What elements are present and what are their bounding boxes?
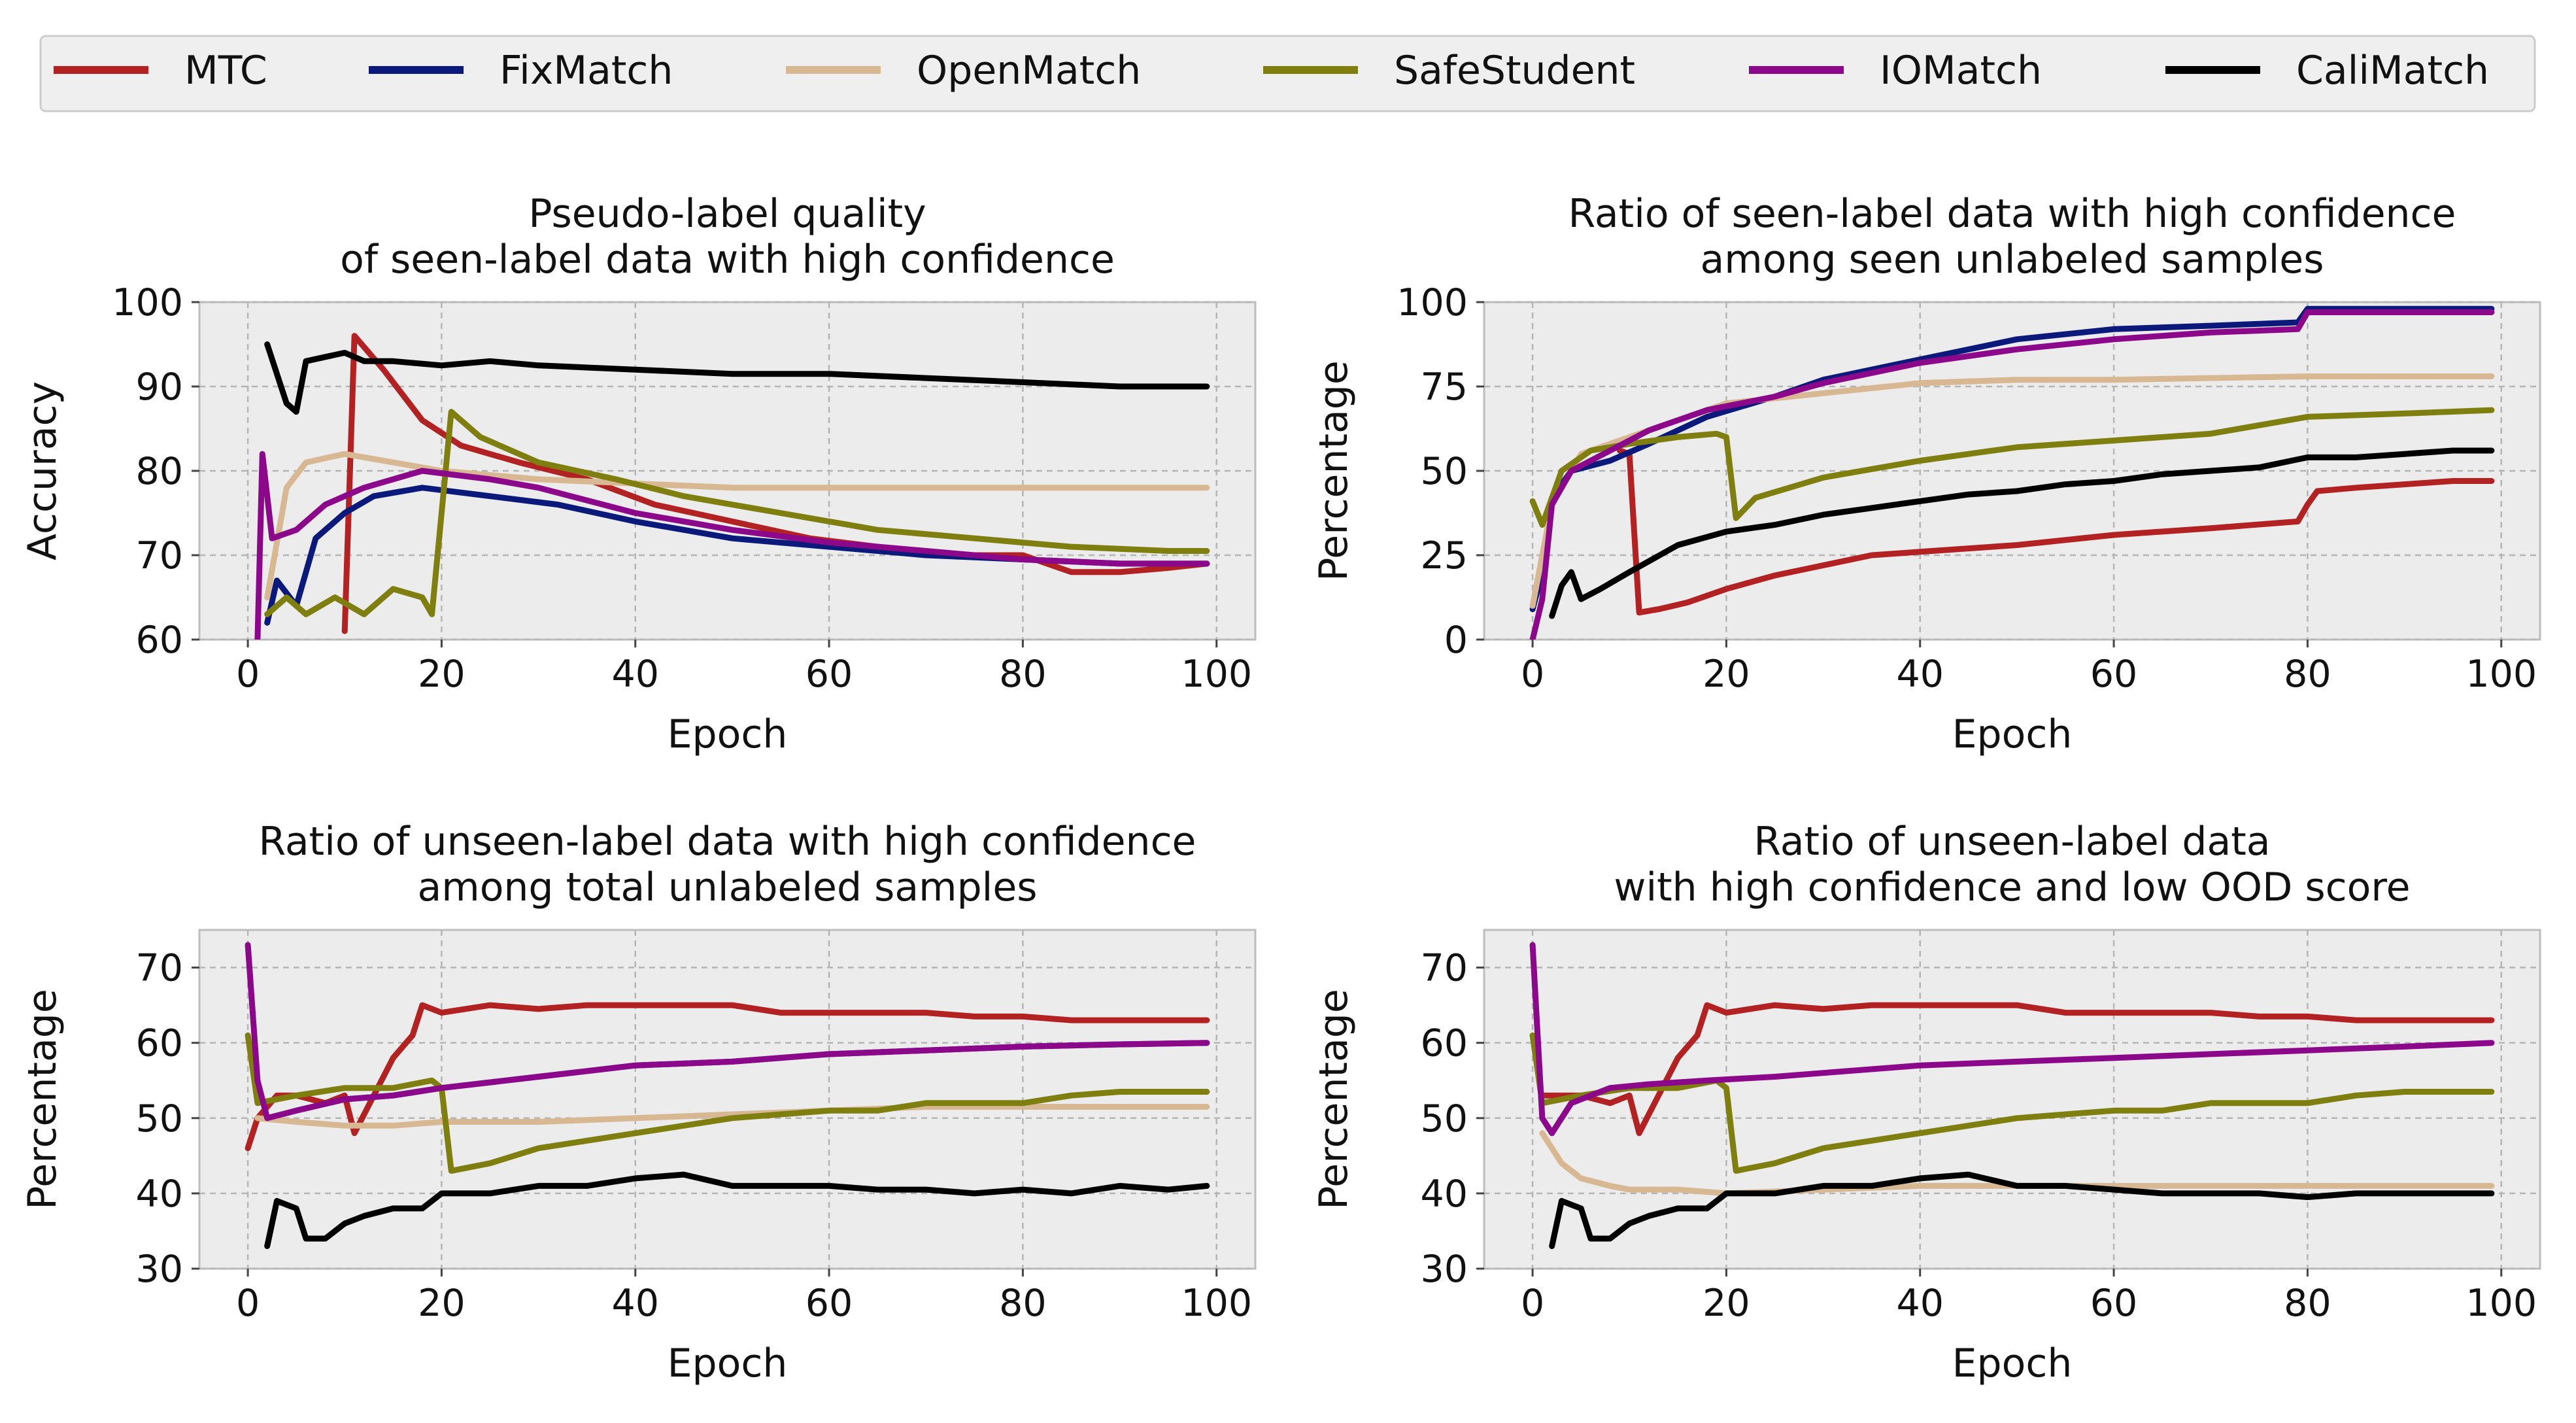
y-tick-label: 25 bbox=[1420, 534, 1468, 577]
y-tick-label: 40 bbox=[135, 1173, 183, 1216]
chart-title-line-1: Ratio of unseen-label data with high con… bbox=[259, 819, 1196, 865]
y-tick-label: 80 bbox=[135, 450, 183, 493]
series-line-openmatch bbox=[254, 1104, 1210, 1129]
x-tick-label: 20 bbox=[1703, 653, 1750, 696]
x-tick-label: 40 bbox=[1896, 653, 1944, 696]
series-line-iomatch bbox=[1529, 942, 2495, 1137]
y-tick-label: 70 bbox=[135, 947, 183, 990]
x-tick-label: 20 bbox=[418, 653, 466, 696]
x-tick-label: 80 bbox=[999, 653, 1047, 696]
y-axis-label: Accuracy bbox=[20, 381, 65, 560]
y-tick-label: 0 bbox=[1444, 619, 1468, 662]
x-axis-label: Epoch bbox=[1952, 712, 2073, 757]
legend-label-fixmatch: FixMatch bbox=[500, 48, 673, 94]
chart-panel-2: 0 20 40 60 80 100 0 25 50 75 100 Epoch Percentage Rat… bbox=[1311, 191, 2541, 757]
y-tick-label: 60 bbox=[135, 1022, 183, 1065]
chart-title-line-1: Ratio of unseen-label data bbox=[1754, 819, 2270, 865]
legend-label-openmatch: OpenMatch bbox=[917, 48, 1141, 94]
x-axis-label: Epoch bbox=[1952, 1341, 2073, 1386]
y-tick-label: 50 bbox=[1420, 450, 1468, 493]
y-axis-label: Percentage bbox=[1311, 989, 1357, 1210]
series-line-calimatch bbox=[264, 341, 1210, 415]
y-tick-label: 90 bbox=[135, 366, 183, 409]
x-axis-label: Epoch bbox=[668, 712, 788, 757]
x-tick-label: 40 bbox=[1896, 1282, 1944, 1325]
x-tick-label: 20 bbox=[418, 1282, 466, 1325]
legend-label-safestudent: SafeStudent bbox=[1394, 48, 1635, 94]
y-tick-label: 100 bbox=[1397, 281, 1468, 324]
series-group bbox=[254, 333, 1210, 640]
series-group bbox=[245, 942, 1210, 1249]
y-axis-label: Percentage bbox=[20, 989, 65, 1210]
series-line-calimatch bbox=[1549, 447, 2495, 619]
legend-label-iomatch: IOMatch bbox=[1880, 48, 2042, 94]
x-tick-label: 100 bbox=[1181, 1282, 1252, 1325]
series-line-safestudent bbox=[245, 1032, 1210, 1174]
y-tick-label: 30 bbox=[1420, 1248, 1468, 1291]
series-line-safestudent bbox=[264, 409, 1210, 617]
y-tick-label: 40 bbox=[1420, 1173, 1468, 1216]
x-tick-label: 0 bbox=[1521, 1282, 1544, 1325]
chart-panel-3: 0 20 40 60 80 100 30 40 50 60 70 Epoch Percentage Rat… bbox=[20, 819, 1257, 1386]
y-tick-label: 60 bbox=[135, 619, 183, 662]
chart-title-line-2: among seen unlabeled samples bbox=[1701, 237, 2324, 283]
chart-title-line-1: Pseudo-label quality bbox=[528, 191, 926, 237]
x-tick-label: 0 bbox=[236, 1282, 260, 1325]
chart-panel-4: 0 20 40 60 80 100 30 40 50 60 70 Epoch Percentage Rat… bbox=[1311, 819, 2541, 1386]
x-tick-label: 40 bbox=[611, 1282, 659, 1325]
series-line-safestudent bbox=[1529, 1032, 2495, 1174]
chart-title-line-2: with high confidence and low OOD score bbox=[1614, 865, 2410, 910]
series-line-mtc bbox=[341, 333, 1210, 634]
chart-title-line-2: of seen-label data with high confidence bbox=[340, 237, 1115, 283]
x-tick-label: 100 bbox=[2466, 1282, 2537, 1325]
series-line-openmatch bbox=[1539, 1130, 2495, 1197]
series-line-mtc bbox=[1539, 1002, 2495, 1137]
chart-title-line-1: Ratio of seen-label data with high confi… bbox=[1568, 191, 2456, 237]
y-tick-label: 70 bbox=[1420, 947, 1468, 990]
legend-label-mtc: MTC bbox=[184, 48, 267, 94]
x-tick-label: 60 bbox=[2090, 1282, 2138, 1325]
series-line-iomatch bbox=[1529, 309, 2495, 640]
series-line-calimatch bbox=[264, 1171, 1210, 1249]
x-tick-label: 80 bbox=[2284, 653, 2331, 696]
series-line-safestudent bbox=[1529, 407, 2495, 528]
x-tick-label: 80 bbox=[2284, 1282, 2331, 1325]
x-tick-label: 60 bbox=[805, 1282, 853, 1325]
x-tick-label: 60 bbox=[805, 653, 853, 696]
y-axis-label: Percentage bbox=[1311, 360, 1357, 581]
x-tick-label: 100 bbox=[1181, 653, 1252, 696]
y-tick-label: 70 bbox=[135, 534, 183, 577]
x-tick-label: 40 bbox=[611, 653, 659, 696]
y-tick-label: 60 bbox=[1420, 1022, 1468, 1065]
series-group bbox=[1529, 305, 2495, 640]
x-axis-label: Epoch bbox=[668, 1341, 788, 1386]
series-line-mtc bbox=[1616, 447, 2495, 616]
y-tick-label: 50 bbox=[1420, 1097, 1468, 1140]
x-tick-label: 80 bbox=[999, 1282, 1047, 1325]
y-tick-label: 100 bbox=[112, 281, 183, 324]
x-tick-label: 0 bbox=[236, 653, 260, 696]
series-line-iomatch bbox=[254, 451, 1210, 640]
x-tick-label: 0 bbox=[1521, 653, 1544, 696]
series-line-iomatch bbox=[245, 942, 1210, 1122]
legend: MTC FixMatch OpenMatch SafeStudent IOMatch Ca… bbox=[39, 35, 2536, 112]
x-tick-label: 20 bbox=[1703, 1282, 1750, 1325]
legend-label-calimatch: CaliMatch bbox=[2296, 48, 2489, 94]
chart-panel-1: 0 20 40 60 80 100 60 70 80 90 100 Epoch Accuracy Pseu… bbox=[20, 191, 1257, 757]
x-tick-label: 60 bbox=[2090, 653, 2138, 696]
y-tick-label: 75 bbox=[1420, 366, 1468, 409]
y-tick-label: 50 bbox=[135, 1097, 183, 1140]
series-group bbox=[1529, 942, 2495, 1249]
x-tick-label: 100 bbox=[2466, 653, 2537, 696]
series-line-calimatch bbox=[1549, 1171, 2495, 1249]
chart-title-line-2: among total unlabeled samples bbox=[417, 865, 1037, 910]
series-line-openmatch bbox=[264, 451, 1210, 600]
y-tick-label: 30 bbox=[135, 1248, 183, 1291]
